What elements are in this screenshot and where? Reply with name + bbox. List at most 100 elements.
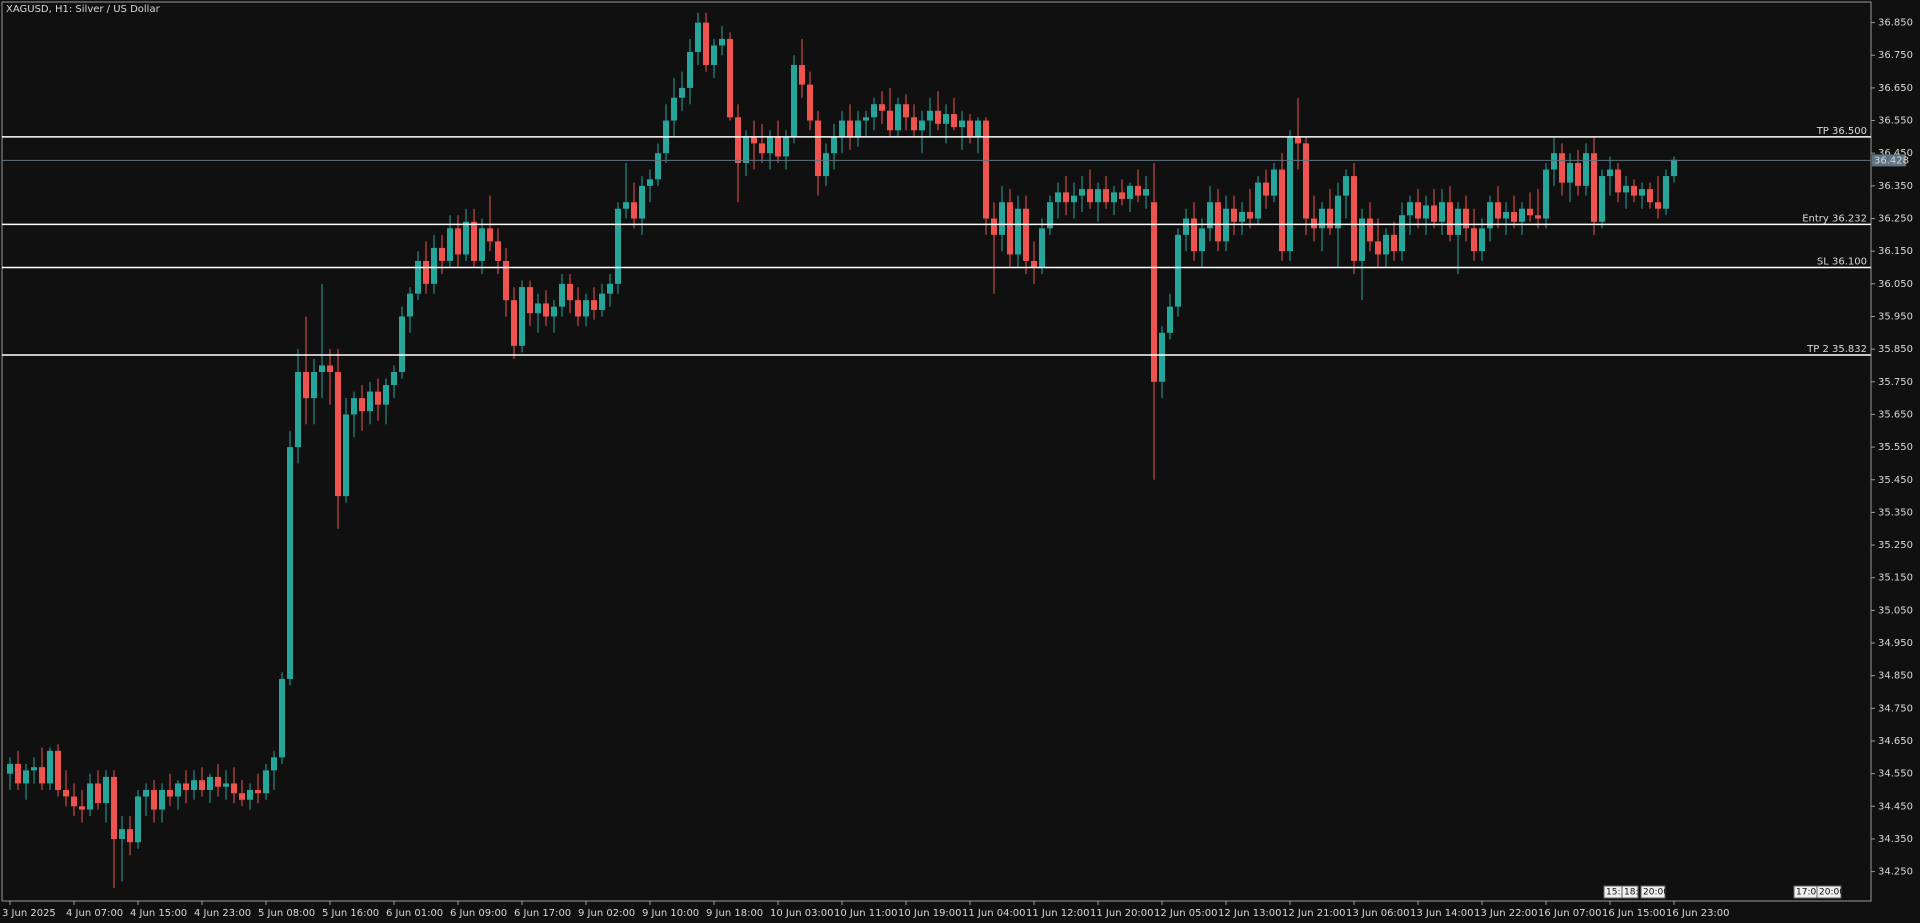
candle-body	[1183, 218, 1189, 235]
candle-body	[487, 228, 493, 242]
candle-body	[151, 789, 157, 810]
candle-body	[855, 120, 861, 137]
candle-body	[1311, 218, 1317, 229]
candle-body	[975, 120, 981, 137]
candle-body	[767, 136, 773, 154]
candle-body	[927, 110, 933, 121]
candle-body	[615, 208, 621, 284]
candle-body	[543, 303, 549, 317]
candle-body	[167, 789, 173, 797]
candle-body	[1039, 228, 1045, 268]
x-tick-label: 13 Jun 06:00	[1346, 908, 1410, 919]
y-tick-label: 34.850	[1878, 671, 1913, 682]
candle-body	[1111, 192, 1117, 203]
x-tick-label: 9 Jun 10:00	[642, 908, 699, 919]
y-tick-label: 36.550	[1878, 116, 1913, 127]
candle-body	[135, 796, 141, 843]
candle-body	[31, 767, 37, 771]
candle-body	[1103, 189, 1109, 203]
candle-body	[1591, 153, 1597, 222]
candle-body	[943, 114, 949, 124]
candle-body	[1423, 205, 1429, 219]
candle-body	[567, 283, 573, 301]
candle-body	[263, 770, 269, 794]
candle-body	[1495, 202, 1501, 219]
candle-body	[1167, 306, 1173, 333]
candle-body	[1015, 208, 1021, 255]
candle-body	[839, 120, 845, 137]
level-label: TP 2 35.832	[1806, 344, 1867, 355]
candle-body	[551, 306, 557, 317]
candle-body	[399, 316, 405, 372]
candle-body	[1663, 176, 1669, 209]
candle-body	[199, 780, 205, 790]
candle-body	[1175, 234, 1181, 307]
candle-body	[143, 789, 149, 797]
candle-body	[367, 391, 373, 412]
candle-body	[631, 202, 637, 219]
time-marker	[1640, 885, 1666, 899]
candle-body	[1359, 218, 1365, 261]
candle-body	[911, 117, 917, 131]
candle-body	[711, 45, 717, 66]
x-tick-label: 4 Jun 15:00	[130, 908, 187, 919]
y-tick-label: 36.150	[1878, 246, 1913, 257]
candle-body	[959, 120, 965, 128]
candle-body	[1407, 202, 1413, 216]
y-tick-label: 35.650	[1878, 409, 1913, 420]
y-tick-label: 36.650	[1878, 83, 1913, 94]
candle-body	[343, 414, 349, 497]
candle-body	[15, 763, 21, 784]
y-tick-label: 36.750	[1878, 50, 1913, 61]
y-tick-label: 35.050	[1878, 605, 1913, 616]
candle-body	[255, 789, 261, 794]
x-tick-label: 13 Jun 22:00	[1474, 908, 1538, 919]
candle-body	[503, 260, 509, 301]
candle-body	[1295, 136, 1301, 144]
candle-body	[1447, 202, 1453, 235]
candle-body	[215, 776, 221, 787]
candle-body	[351, 398, 357, 415]
y-tick-label: 34.950	[1878, 638, 1913, 649]
candle-body	[1127, 185, 1133, 199]
candle-body	[879, 104, 885, 111]
candle-body	[55, 750, 61, 790]
candle-body	[303, 371, 309, 399]
time-marker-label: 18:	[1624, 888, 1638, 898]
x-tick-label: 12 Jun 21:00	[1282, 908, 1346, 919]
candle-body	[679, 87, 685, 98]
candle-body	[1607, 169, 1613, 177]
candle-body	[647, 179, 653, 186]
candle-body	[1391, 234, 1397, 252]
candle-body	[1479, 228, 1485, 252]
candle-body	[271, 757, 277, 771]
candle-body	[495, 241, 501, 261]
x-tick-label: 3 Jun 2025	[2, 908, 56, 919]
candle-body	[1511, 211, 1517, 222]
candle-body	[1119, 192, 1125, 199]
candle-body	[1135, 185, 1141, 196]
candle-body	[247, 789, 253, 800]
candle-body	[1655, 202, 1661, 209]
candle-body	[1207, 202, 1213, 229]
candle-body	[815, 120, 821, 177]
x-tick-label: 5 Jun 08:00	[258, 908, 315, 919]
candle-body	[775, 136, 781, 157]
candle-body	[1455, 208, 1461, 235]
x-tick-label: 10 Jun 11:00	[834, 908, 898, 919]
candle-body	[1063, 192, 1069, 203]
candle-body	[983, 120, 989, 219]
candle-body	[319, 365, 325, 372]
x-tick-label: 16 Jun 15:00	[1602, 908, 1666, 919]
candle-body	[511, 300, 517, 346]
candle-body	[1503, 211, 1509, 219]
candle-body	[423, 260, 429, 284]
candle-body	[471, 221, 477, 261]
candle-body	[727, 38, 733, 118]
candle-body	[71, 796, 77, 807]
level-label: SL 36.100	[1817, 257, 1867, 268]
candle-body	[375, 391, 381, 405]
candle-body	[1247, 211, 1253, 219]
